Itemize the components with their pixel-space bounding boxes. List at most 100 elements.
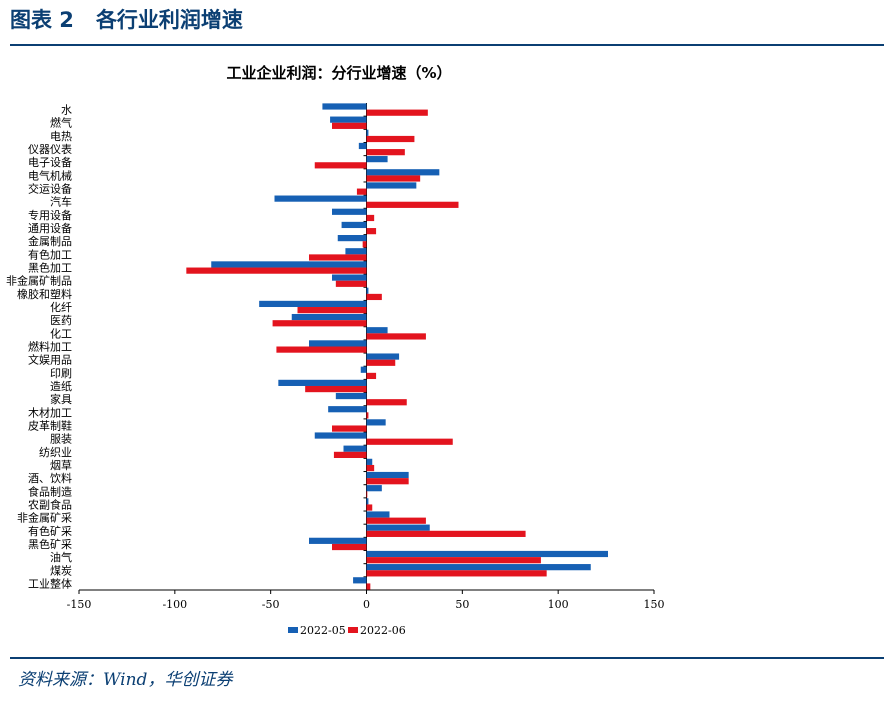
- category-label: 电气机械: [28, 168, 72, 182]
- x-tick-label: 0: [363, 598, 370, 611]
- bar-2022-06-食品制造: [366, 491, 368, 498]
- x-tick-label: 100: [548, 598, 569, 611]
- figure-header: 图表 2 各行业利润增速: [10, 4, 243, 34]
- bar-2022-05-燃气: [330, 116, 367, 123]
- bar-2022-05-工业整体: [353, 577, 367, 584]
- bar-2022-06-农副食品: [366, 504, 373, 511]
- bar-2022-05-皮革制鞋: [366, 419, 386, 426]
- bar-2022-06-酒、饮料: [366, 478, 409, 485]
- legend-label-2022-06: 2022-06: [360, 624, 406, 637]
- bar-2022-05-木材加工: [328, 406, 367, 413]
- bar-2022-06-服装: [366, 438, 453, 445]
- category-label: 油气: [50, 550, 72, 564]
- bar-2022-05-造纸: [278, 379, 367, 386]
- bar-2022-05-非金属矿制品: [332, 274, 367, 281]
- bar-2022-05-电气机械: [366, 169, 440, 176]
- bar-2022-06-水: [366, 109, 428, 116]
- category-label: 黑色矿采: [28, 537, 72, 551]
- chart-axes: -150 -100 -50 0 50 100 150: [67, 103, 665, 611]
- figure-number: 图表 2: [10, 8, 74, 32]
- bar-2022-05-家具: [335, 392, 367, 400]
- category-label: 医药: [50, 314, 72, 327]
- bar-2022-05-农副食品: [366, 498, 369, 505]
- bar-2022-05-电热: [366, 129, 369, 136]
- category-label: 通用设备: [28, 221, 72, 235]
- category-label: 有色矿采: [28, 524, 72, 538]
- bar-2022-06-非金属矿采: [366, 517, 426, 524]
- category-label: 燃料加工: [28, 340, 72, 354]
- bar-2022-05-橡胶和塑料: [366, 287, 369, 294]
- bar-2022-06-黑色矿采: [332, 543, 367, 551]
- x-tick-label: -50: [262, 598, 280, 611]
- bar-2022-06-通用设备: [366, 228, 377, 235]
- bar-2022-05-专用设备: [332, 208, 367, 215]
- bar-2022-06-电子设备: [314, 162, 367, 169]
- category-label: 印刷: [50, 367, 72, 380]
- bar-2022-05-食品制造: [366, 485, 382, 492]
- bar-2022-05-燃料加工: [309, 340, 367, 347]
- bar-2022-05-有色矿采: [366, 524, 430, 531]
- bar-2022-06-皮革制鞋: [332, 425, 367, 432]
- bar-2022-05-纺织业: [343, 445, 367, 452]
- bar-2022-06-燃料加工: [276, 346, 367, 353]
- bottom-rule: [10, 657, 884, 659]
- bar-2022-06-印刷: [366, 372, 377, 380]
- category-label: 木材加工: [28, 405, 72, 419]
- category-label: 电热: [50, 130, 72, 143]
- x-tick-label: -100: [162, 598, 187, 611]
- category-label: 皮革制鞋: [28, 418, 72, 432]
- bar-2022-06-有色加工: [309, 254, 367, 261]
- category-label: 燃气: [50, 116, 72, 130]
- bar-2022-05-金属制品: [337, 235, 367, 242]
- bar-2022-05-印刷: [360, 366, 367, 373]
- bar-2022-06-工业整体: [366, 583, 371, 590]
- chart-category-labels: 水燃气电热仪器仪表电子设备电气机械交运设备汽车专用设备通用设备金属制品有色加工黑…: [6, 104, 72, 591]
- bar-2022-06-文娱用品: [366, 359, 396, 366]
- bar-2022-05-汽车: [274, 195, 367, 202]
- bar-2022-06-电气机械: [366, 175, 421, 182]
- category-label: 非金属矿制品: [6, 274, 72, 288]
- bar-2022-05-交运设备: [366, 182, 417, 189]
- category-label: 金属制品: [28, 234, 72, 248]
- bar-2022-05-非金属矿采: [366, 511, 390, 518]
- bar-2022-06-交运设备: [356, 188, 367, 195]
- chart-bars: [186, 103, 608, 590]
- bar-2022-06-仪器仪表: [366, 149, 405, 156]
- bar-2022-05-仪器仪表: [358, 142, 367, 150]
- category-label: 化工: [50, 326, 72, 340]
- bar-2022-05-化工: [366, 327, 388, 334]
- bar-2022-06-医药: [272, 320, 367, 327]
- bar-2022-05-有色加工: [345, 248, 367, 255]
- category-label: 仪器仪表: [28, 142, 72, 156]
- chart-title: 工业企业利润：分行业增速（%）: [226, 64, 451, 82]
- bar-2022-06-燃气: [332, 122, 367, 129]
- legend-swatch-2022-05: [288, 627, 298, 633]
- bar-2022-05-酒、饮料: [366, 471, 409, 479]
- bar-2022-06-煤炭: [366, 570, 547, 577]
- category-label: 黑色加工: [28, 261, 72, 275]
- bar-2022-06-纺织业: [333, 451, 367, 458]
- bar-2022-06-有色矿采: [366, 530, 526, 537]
- category-label: 烟草: [50, 458, 72, 472]
- bar-2022-05-医药: [291, 313, 367, 321]
- x-tick-label: -150: [67, 598, 92, 611]
- bar-2022-06-非金属矿制品: [335, 280, 367, 287]
- bar-2022-06-油气: [366, 557, 541, 564]
- bar-2022-06-造纸: [305, 385, 367, 393]
- x-tick-label: 50: [455, 598, 469, 611]
- category-label: 橡胶和塑料: [17, 287, 72, 301]
- bar-2022-06-电热: [366, 135, 415, 143]
- bar-2022-06-专用设备: [366, 214, 375, 222]
- source-note: 资料来源：Wind，华创证券: [18, 670, 233, 690]
- bar-2022-06-橡胶和塑料: [366, 293, 382, 301]
- bar-2022-06-木材加工: [366, 412, 369, 419]
- category-label: 煤炭: [50, 564, 72, 577]
- bar-2022-06-家具: [366, 399, 407, 406]
- category-label: 酒、饮料: [28, 471, 72, 485]
- category-label: 交运设备: [28, 182, 72, 196]
- bar-2022-05-服装: [314, 432, 367, 439]
- category-label: 有色加工: [28, 247, 72, 261]
- bar-2022-05-煤炭: [366, 564, 591, 571]
- category-label: 文娱用品: [28, 353, 72, 367]
